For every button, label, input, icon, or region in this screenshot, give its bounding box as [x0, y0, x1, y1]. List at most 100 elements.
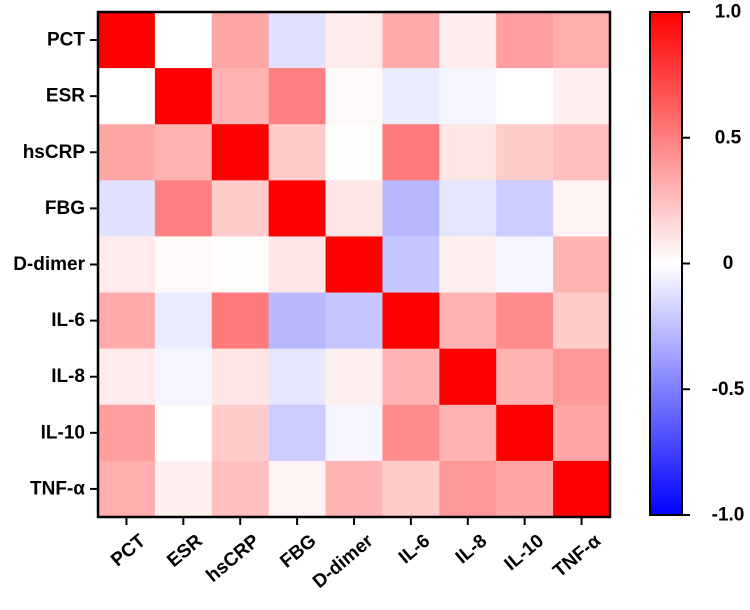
colorbar-tick-label-2: 0: [723, 253, 734, 274]
heatmap-cell-5-7: [496, 292, 554, 350]
heatmap-cell-5-3: [268, 292, 327, 350]
heatmap-cell-1-6: [439, 68, 497, 125]
heatmap-cell-8-6: [439, 460, 497, 518]
heatmap-cell-4-1: [154, 236, 213, 294]
heatmap-cell-2-4: [325, 124, 383, 181]
heatmap-cell-6-5: [382, 348, 440, 406]
heatmap-cell-8-5: [382, 460, 440, 518]
column-label-8: TNF-α: [549, 530, 605, 582]
heatmap-cell-6-0: [98, 348, 156, 406]
heatmap-cell-5-4: [325, 292, 383, 350]
colorbar-ticks: 1.0 0.5 0 -0.5 -1.0: [682, 2, 745, 526]
heatmap-cell-7-8: [553, 404, 611, 462]
heatmap-cell-1-4: [325, 68, 383, 125]
heatmap-cell-8-4: [325, 460, 383, 518]
heatmap-cell-1-0: [98, 68, 156, 125]
heatmap-cell-6-2: [211, 348, 270, 406]
row-label-8: TNF-α: [30, 478, 85, 499]
heatmap-cell-4-2: [211, 236, 270, 294]
heatmap-cell-7-0: [98, 404, 156, 462]
column-label-2: hsCRP: [202, 530, 263, 586]
heatmap-cell-4-8: [553, 236, 611, 294]
heatmap-cell-8-7: [496, 460, 554, 518]
colorbar-tick-label-0: 1.0: [715, 2, 741, 23]
heatmap-cell-3-0: [98, 180, 156, 237]
heatmap-cell-3-8: [553, 180, 611, 237]
heatmap-cell-1-8: [553, 68, 611, 125]
colorbar: [649, 11, 683, 516]
heatmap-cell-1-5: [382, 68, 440, 125]
heatmap-cell-8-3: [268, 460, 327, 518]
heatmap-cell-6-6: [439, 348, 497, 406]
heatmap-cell-7-7: [496, 404, 554, 462]
column-label-6: IL-8: [452, 531, 491, 569]
heatmap-cell-0-4: [325, 12, 383, 69]
heatmap-cell-7-2: [211, 404, 270, 462]
heatmap-cell-3-3: [268, 180, 327, 237]
heatmap-cell-3-6: [439, 180, 497, 237]
heatmap-cell-3-5: [382, 180, 440, 237]
row-label-5: IL-6: [51, 310, 85, 331]
heatmap-cell-2-6: [439, 124, 497, 181]
row-label-3: FBG: [45, 198, 85, 219]
heatmap-cell-2-1: [154, 124, 213, 181]
row-label-1: ESR: [46, 86, 85, 107]
heatmap-cell-4-6: [439, 236, 497, 294]
heatmap-cell-5-0: [98, 292, 156, 350]
heatmap-cell-1-1: [154, 68, 213, 125]
row-label-0: PCT: [47, 30, 85, 51]
heatmap-cell-8-0: [98, 460, 156, 518]
heatmap-cell-3-2: [211, 180, 270, 237]
heatmap-cell-7-4: [325, 404, 383, 462]
heatmap-cell-8-8: [553, 460, 611, 518]
colorbar-tick-label-3: -0.5: [712, 379, 745, 400]
heatmap-cell-4-4: [325, 236, 383, 294]
heatmap-cell-5-5: [382, 292, 440, 350]
heatmap-cell-7-1: [154, 404, 213, 462]
row-label-4: D-dimer: [13, 254, 85, 275]
heatmap-cell-2-8: [553, 124, 611, 181]
heatmap-cell-1-7: [496, 68, 554, 125]
heatmap-cells: [98, 12, 611, 518]
heatmap-cell-2-7: [496, 124, 554, 181]
heatmap-cell-5-1: [154, 292, 213, 350]
column-label-7: IL-10: [501, 531, 548, 576]
heatmap-cell-2-5: [382, 124, 440, 181]
row-label-7: IL-10: [41, 422, 85, 443]
heatmap-cell-6-3: [268, 348, 327, 406]
column-label-3: FBG: [276, 531, 320, 573]
heatmap-cell-4-7: [496, 236, 554, 294]
heatmap-cell-6-7: [496, 348, 554, 406]
heatmap-cell-8-2: [211, 460, 270, 518]
heatmap-cell-0-2: [211, 12, 270, 69]
heatmap-cell-6-4: [325, 348, 383, 406]
heatmap-cell-0-1: [154, 12, 213, 69]
heatmap-cell-2-2: [211, 124, 270, 181]
row-label-6: IL-8: [51, 366, 85, 387]
heatmap-cell-1-2: [211, 68, 270, 125]
heatmap-cell-3-1: [154, 180, 213, 237]
heatmap-cell-5-6: [439, 292, 497, 350]
heatmap-cell-1-3: [268, 68, 327, 125]
heatmap-cell-6-1: [154, 348, 213, 406]
row-label-2: hsCRP: [23, 142, 86, 163]
heatmap-cell-0-0: [98, 12, 156, 69]
heatmap-cell-3-7: [496, 180, 554, 237]
heatmap-cell-0-8: [553, 12, 611, 69]
heatmap-cell-0-7: [496, 12, 554, 69]
heatmap-cell-2-3: [268, 124, 327, 181]
heatmap-cell-0-6: [439, 12, 497, 69]
heatmap-cell-3-4: [325, 180, 383, 237]
heatmap-cell-7-5: [382, 404, 440, 462]
row-labels: PCT ESR hsCRP FBG D-dimer IL-6 IL-8 IL-10 TNF-α: [13, 30, 98, 499]
colorbar-tick-label-4: -1.0: [712, 505, 745, 526]
column-label-1: ESR: [163, 530, 207, 571]
heatmap-cell-0-5: [382, 12, 440, 69]
heatmap-cell-6-8: [553, 348, 611, 406]
heatmap-cell-5-2: [211, 292, 270, 350]
column-label-0: PCT: [107, 530, 150, 571]
heatmap-cell-4-0: [98, 236, 156, 294]
column-label-5: IL-6: [395, 531, 434, 569]
